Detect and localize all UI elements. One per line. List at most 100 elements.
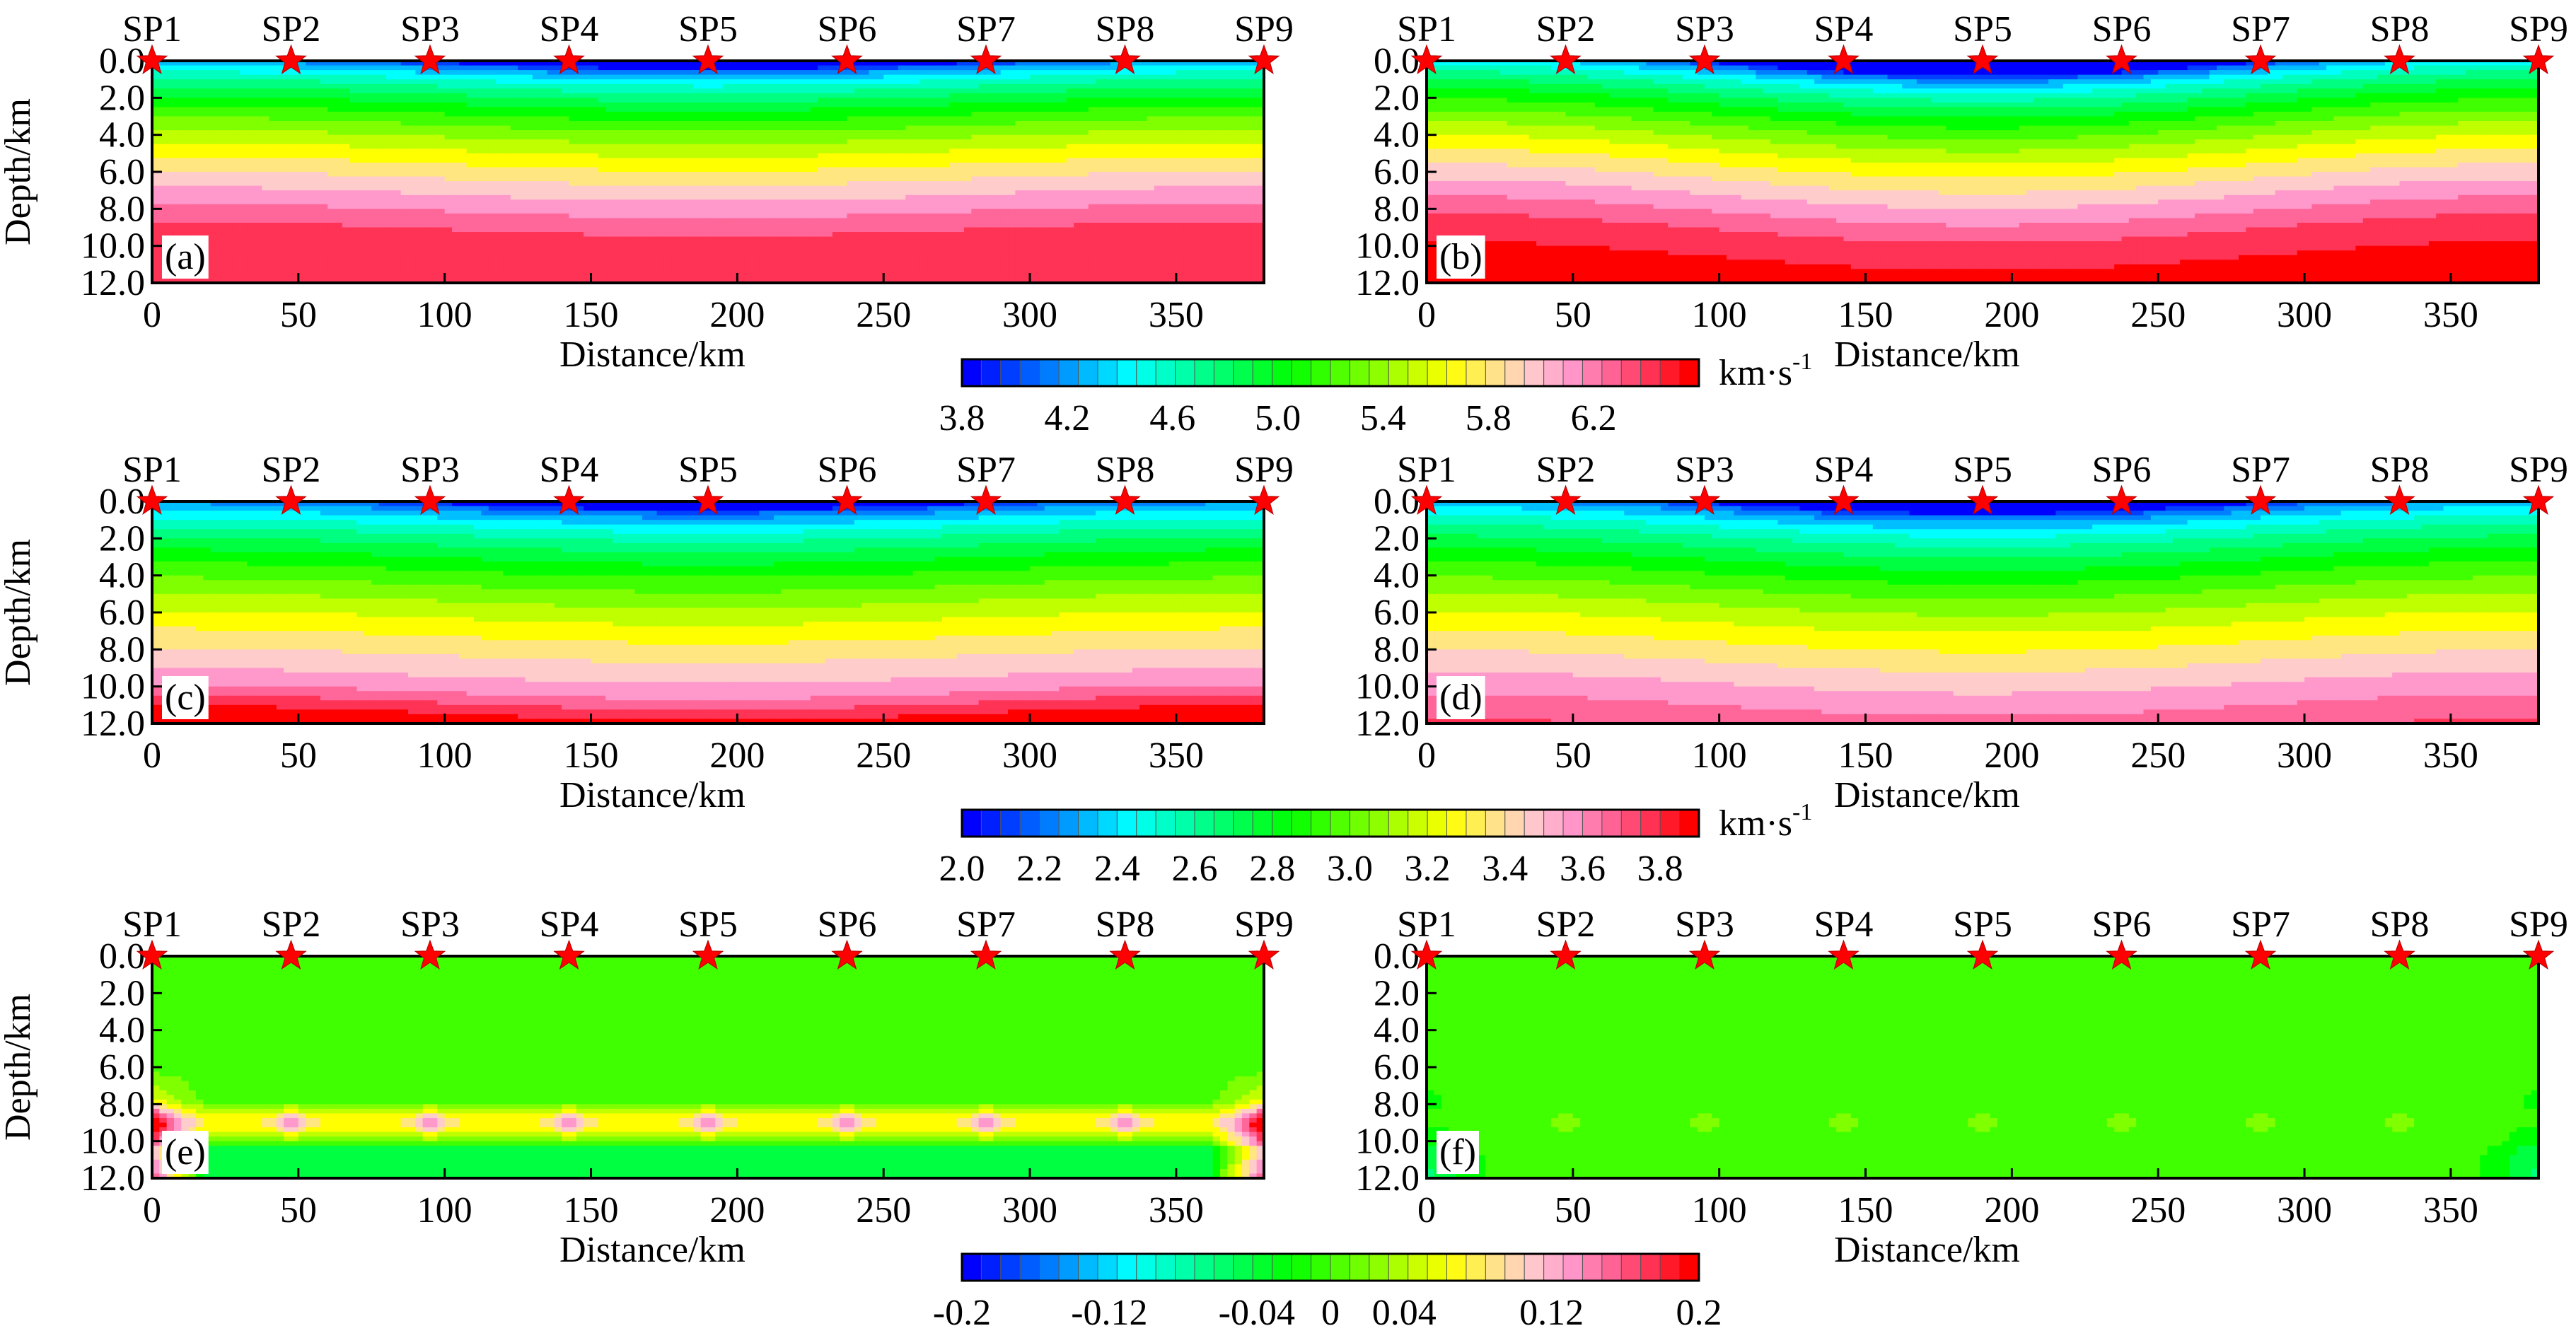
heatmap-cell xyxy=(883,144,892,149)
heatmap-cell xyxy=(291,190,299,196)
heatmap-cell xyxy=(276,273,284,279)
heatmap-cell xyxy=(656,98,665,103)
heatmap-cell xyxy=(737,278,745,283)
heatmap-cell xyxy=(378,107,387,112)
heatmap-cell xyxy=(203,121,211,127)
heatmap-cell xyxy=(708,172,716,178)
heatmap-cell xyxy=(554,130,562,136)
heatmap-cell xyxy=(422,255,431,260)
heatmap-cell xyxy=(474,241,482,247)
heatmap-cell xyxy=(203,139,211,145)
heatmap-cell xyxy=(642,236,650,242)
heatmap-cell xyxy=(342,61,350,66)
heatmap-cell xyxy=(693,107,702,112)
heatmap-cell xyxy=(642,232,650,238)
heatmap-cell xyxy=(656,269,665,274)
heatmap-cell xyxy=(620,194,628,200)
heatmap-cell xyxy=(247,278,255,283)
heatmap-cell xyxy=(532,181,540,187)
heatmap-cell xyxy=(818,264,826,269)
heatmap-cell xyxy=(620,222,628,228)
heatmap-cell xyxy=(708,93,716,98)
heatmap-cell xyxy=(181,232,190,238)
heatmap-cell xyxy=(466,74,475,80)
heatmap-cell xyxy=(759,70,767,76)
heatmap-cell xyxy=(518,167,526,173)
heatmap-cell xyxy=(781,153,789,158)
heatmap-cell xyxy=(752,134,760,140)
heatmap-cell xyxy=(459,199,468,205)
heatmap-cell xyxy=(269,116,277,122)
heatmap-cell xyxy=(788,93,796,98)
heatmap-cell xyxy=(649,162,658,168)
heatmap-cell xyxy=(569,236,577,242)
heatmap-cell xyxy=(496,176,504,182)
heatmap-cell xyxy=(759,139,767,145)
heatmap-cell xyxy=(685,158,694,163)
heatmap-cell xyxy=(320,65,328,71)
heatmap-cell xyxy=(678,209,687,214)
heatmap-cell xyxy=(335,107,343,112)
heatmap-cell xyxy=(854,264,862,269)
heatmap-cell xyxy=(554,245,562,251)
heatmap-cell xyxy=(569,83,577,89)
heatmap-cell xyxy=(371,185,380,191)
heatmap-cell xyxy=(159,111,168,117)
heatmap-cell xyxy=(444,93,453,98)
heatmap-cell xyxy=(766,194,774,200)
heatmap-cell xyxy=(407,269,416,274)
heatmap-cell xyxy=(598,153,606,158)
heatmap-cell xyxy=(356,190,365,196)
heatmap-cell xyxy=(840,111,848,117)
heatmap-cell xyxy=(876,93,884,98)
heatmap-cell xyxy=(730,264,738,269)
heatmap-cell xyxy=(437,98,446,103)
heatmap-cell xyxy=(715,139,724,145)
heatmap-cell xyxy=(890,162,899,168)
heatmap-cell xyxy=(788,236,796,242)
heatmap-cell xyxy=(218,70,226,76)
heatmap-cell xyxy=(327,107,336,112)
heatmap-cell xyxy=(883,70,892,76)
heatmap-cell xyxy=(335,79,343,85)
heatmap-cell xyxy=(276,61,284,66)
heatmap-cell xyxy=(584,222,592,228)
heatmap-cell xyxy=(400,167,409,173)
heatmap-cell xyxy=(737,199,745,205)
heatmap-cell xyxy=(174,158,182,163)
heatmap-cell xyxy=(415,255,424,260)
heatmap-cell xyxy=(503,181,511,187)
heatmap-cell xyxy=(840,88,848,94)
heatmap-cell xyxy=(890,134,899,140)
heatmap-cell xyxy=(788,241,796,247)
heatmap-cell xyxy=(876,125,884,131)
heatmap-cell xyxy=(715,204,724,209)
heatmap-cell xyxy=(715,222,724,228)
heatmap-cell xyxy=(240,222,248,228)
heatmap-cell xyxy=(678,269,687,274)
heatmap-cell xyxy=(774,264,782,269)
heatmap-cell xyxy=(269,185,277,191)
heatmap-cell xyxy=(284,269,292,274)
heatmap-cell xyxy=(364,65,372,71)
heatmap-cell xyxy=(247,116,255,122)
heatmap-cell xyxy=(532,172,540,178)
heatmap-cell xyxy=(459,98,468,103)
heatmap-cell xyxy=(663,61,672,66)
heatmap-cell xyxy=(364,74,372,80)
heatmap-cell xyxy=(525,176,533,182)
heatmap-cell xyxy=(642,269,650,274)
heatmap-cell xyxy=(818,269,826,274)
heatmap-cell xyxy=(306,130,314,136)
heatmap-cell xyxy=(825,227,833,233)
heatmap-cell xyxy=(810,93,818,98)
heatmap-cell xyxy=(152,79,160,85)
heatmap-cell xyxy=(356,264,365,269)
heatmap-cell xyxy=(766,158,774,163)
heatmap-cell xyxy=(744,236,753,242)
heatmap-cell xyxy=(642,204,650,209)
heatmap-cell xyxy=(854,260,862,265)
heatmap-cell xyxy=(540,139,548,145)
heatmap-cell xyxy=(825,199,833,205)
heatmap-cell xyxy=(810,213,818,219)
